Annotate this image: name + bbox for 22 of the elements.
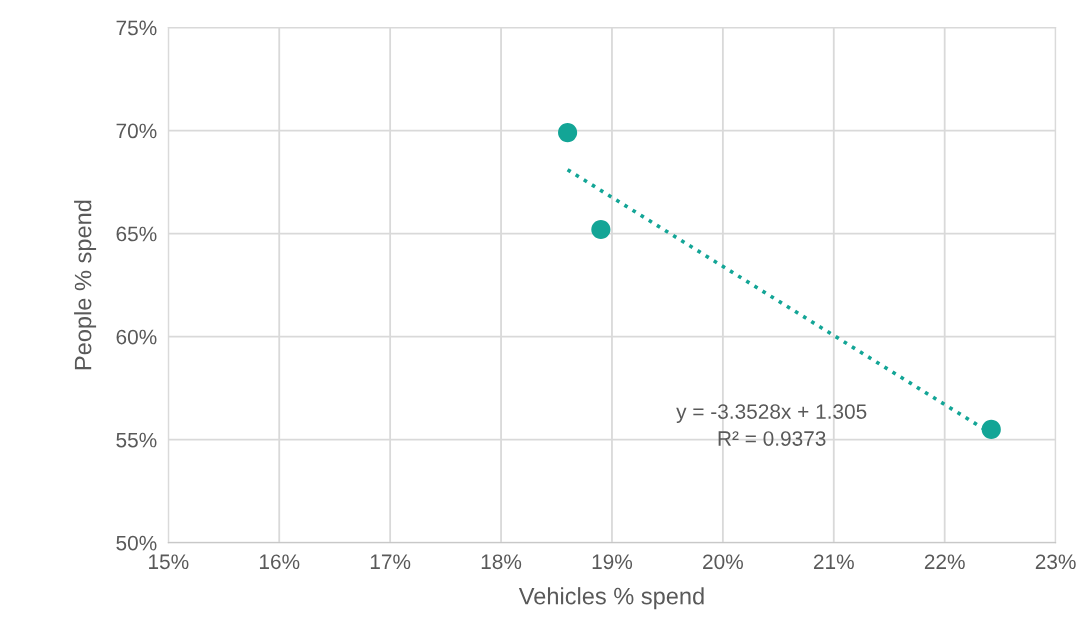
x-tick-label: 23% bbox=[1035, 554, 1076, 570]
y-tick-label: 55% bbox=[116, 432, 157, 448]
y-axis-title: People % spend bbox=[74, 200, 97, 370]
annotation: y = -3.3528x + 1.305 bbox=[676, 404, 867, 424]
x-tick-label: 19% bbox=[592, 554, 633, 570]
x-axis-title: Vehicles % spend bbox=[518, 587, 704, 610]
x-tick-label: 20% bbox=[703, 554, 743, 570]
x-tick-label: 18% bbox=[481, 554, 522, 570]
y-tick-label: 50% bbox=[116, 535, 157, 551]
y-tick-label: 70% bbox=[116, 123, 157, 139]
point bbox=[591, 219, 611, 240]
y-tick-label: 65% bbox=[116, 226, 157, 242]
y-tick-label: 60% bbox=[116, 329, 157, 345]
x-tick-label: 22% bbox=[924, 554, 965, 570]
x-tick-label: 17% bbox=[370, 554, 411, 570]
x-tick-label: 15% bbox=[149, 554, 189, 570]
point bbox=[558, 123, 578, 143]
x-tick-label: 16% bbox=[259, 554, 300, 570]
point bbox=[981, 419, 1001, 439]
annotation: R² = 0.9373 bbox=[718, 431, 826, 446]
y-tick-label: 75% bbox=[116, 20, 157, 36]
x-tick-label: 21% bbox=[813, 554, 854, 570]
